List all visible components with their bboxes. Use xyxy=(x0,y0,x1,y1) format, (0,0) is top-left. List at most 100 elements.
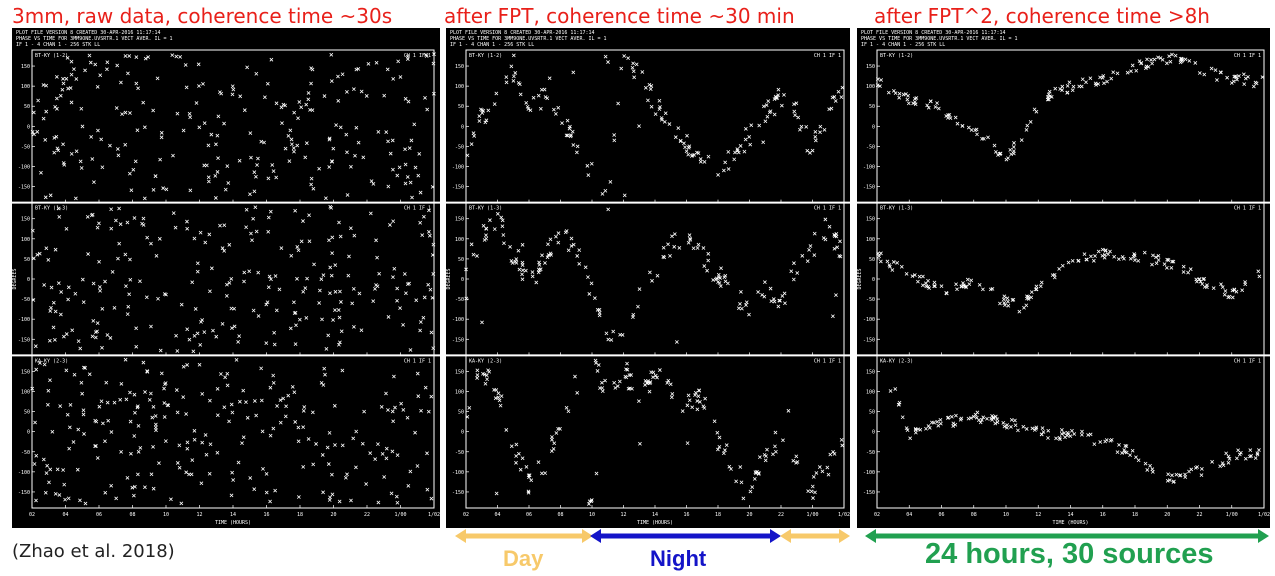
data-point xyxy=(306,97,311,102)
data-point xyxy=(354,429,359,434)
data-point xyxy=(782,291,787,296)
x-tick-label: 16 xyxy=(1100,512,1106,518)
data-point xyxy=(330,159,334,164)
data-point xyxy=(736,306,741,311)
data-point xyxy=(606,337,611,342)
data-point xyxy=(827,107,832,112)
data-point xyxy=(553,112,558,116)
data-point xyxy=(332,403,337,408)
data-point xyxy=(124,397,129,402)
data-point xyxy=(53,247,58,252)
data-point xyxy=(237,334,242,338)
data-point xyxy=(288,326,293,331)
data-point xyxy=(1021,424,1026,429)
data-point xyxy=(90,334,95,339)
x-tick-label: 12 xyxy=(196,512,202,518)
data-point xyxy=(430,185,435,189)
data-point xyxy=(686,393,691,398)
data-point xyxy=(499,215,504,220)
data-point xyxy=(390,409,395,414)
y-tick-label: -100 xyxy=(452,470,464,476)
data-point xyxy=(274,308,279,313)
data-point xyxy=(132,484,137,489)
data-point xyxy=(626,56,631,61)
data-point xyxy=(1088,76,1093,81)
data-point xyxy=(314,442,318,446)
data-point xyxy=(163,439,168,444)
data-point xyxy=(227,281,232,285)
data-point xyxy=(1233,74,1238,79)
data-point xyxy=(974,127,979,132)
data-point xyxy=(231,478,236,482)
data-point xyxy=(184,412,189,416)
y-tick-label: 0 xyxy=(461,124,464,130)
data-point xyxy=(98,288,102,293)
data-point xyxy=(55,146,60,151)
data-point xyxy=(130,485,135,490)
data-point xyxy=(504,75,509,79)
data-point xyxy=(739,306,744,311)
data-point xyxy=(292,311,297,315)
data-point xyxy=(173,225,178,230)
data-point xyxy=(371,299,376,304)
data-point xyxy=(1253,80,1258,85)
data-point xyxy=(706,258,711,263)
data-point xyxy=(219,91,224,96)
data-point xyxy=(234,358,239,362)
data-point xyxy=(346,273,351,278)
data-point xyxy=(162,415,167,419)
data-point xyxy=(879,78,884,82)
y-tick-label: -100 xyxy=(863,317,875,323)
data-point xyxy=(688,236,692,241)
data-point xyxy=(1102,255,1107,260)
y-tick-label: 0 xyxy=(27,430,30,436)
data-point xyxy=(424,54,429,58)
data-point xyxy=(1070,258,1075,263)
subplot-frame xyxy=(31,354,435,509)
panel-header-line: IF 1 - 4 CHAN 1 - 256 STK LL xyxy=(450,42,534,48)
data-point xyxy=(566,248,571,253)
data-point xyxy=(1033,287,1038,292)
data-point xyxy=(202,163,207,168)
data-point xyxy=(514,257,519,261)
data-point xyxy=(338,289,342,294)
data-point xyxy=(125,312,130,317)
data-point xyxy=(944,114,949,118)
data-point xyxy=(727,464,732,469)
data-point xyxy=(573,374,577,379)
x-tick-label: 12 xyxy=(1035,512,1041,518)
y-tick-label: 100 xyxy=(455,389,464,395)
data-point xyxy=(265,81,270,86)
data-point xyxy=(241,388,246,393)
data-point xyxy=(242,270,247,275)
data-point xyxy=(260,429,265,434)
subplot-corner-label: CH 1 IF 1 xyxy=(404,206,431,212)
data-point xyxy=(1009,152,1014,157)
data-point xyxy=(103,439,107,444)
data-point xyxy=(271,373,276,378)
data-point xyxy=(344,132,349,137)
data-point xyxy=(465,153,470,158)
data-point xyxy=(812,253,817,258)
data-point xyxy=(333,289,338,294)
x-tick-label: 1/00 xyxy=(1226,512,1238,518)
data-point xyxy=(333,443,337,447)
data-point xyxy=(1223,289,1228,293)
data-point xyxy=(82,432,86,436)
y-tick-label: 50 xyxy=(458,410,464,416)
data-point xyxy=(531,95,536,100)
data-point xyxy=(41,457,46,462)
data-point xyxy=(359,328,364,333)
x-axis-title: TIME (HOURS) xyxy=(637,520,673,526)
data-point xyxy=(195,261,200,266)
y-tick-label: 100 xyxy=(866,237,875,243)
data-point xyxy=(55,467,60,472)
x-tick-label: 06 xyxy=(96,512,102,518)
data-point xyxy=(422,295,427,300)
data-point xyxy=(655,375,659,380)
data-point xyxy=(757,455,762,460)
y-tick-label: 150 xyxy=(21,369,30,375)
data-point xyxy=(721,168,726,173)
y-tick-label: -150 xyxy=(18,490,30,496)
data-point xyxy=(397,165,402,170)
